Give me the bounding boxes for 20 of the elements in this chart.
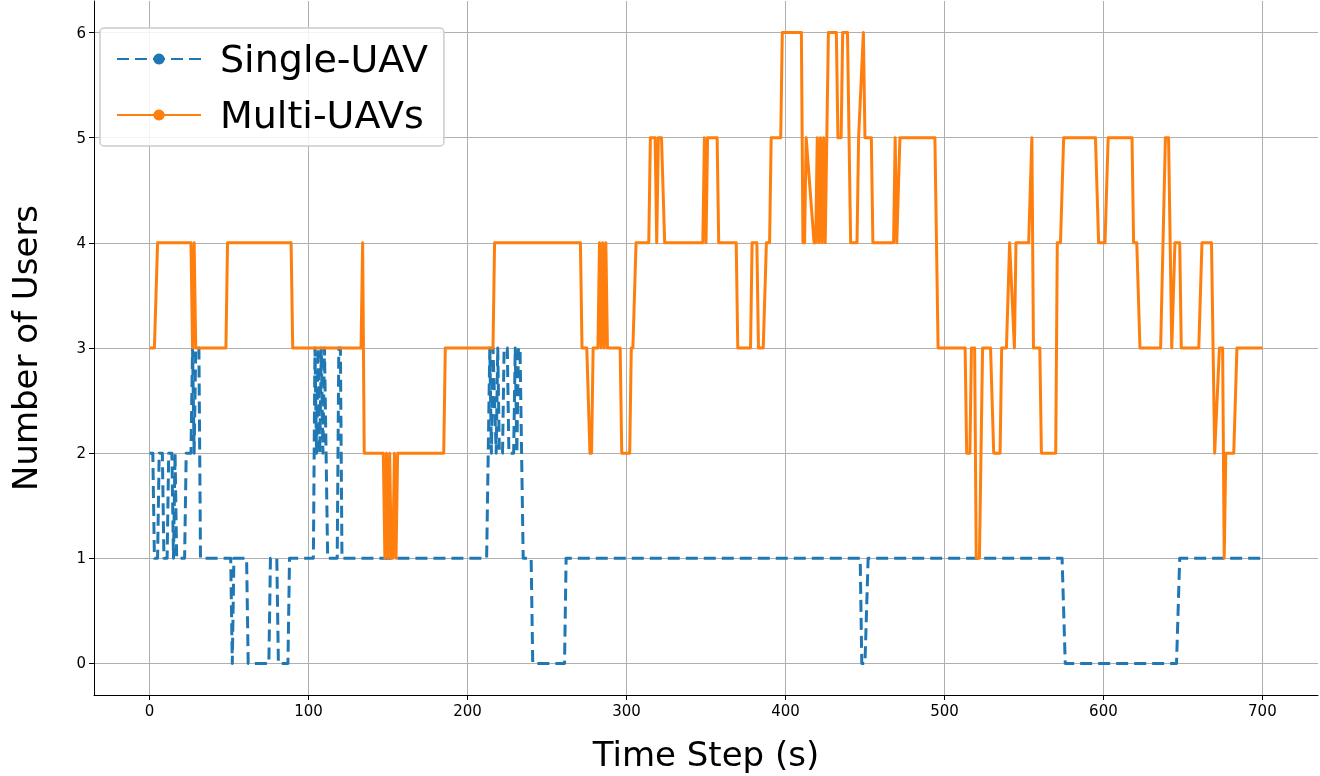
y-tick-label: 5 [76, 128, 86, 147]
x-tick-label: 0 [144, 701, 155, 720]
x-tick-label: 100 [294, 701, 323, 720]
legend-label: Multi-UAVs [220, 93, 424, 137]
x-tick-label: 700 [1248, 701, 1277, 720]
line-series [148, 31, 1264, 560]
y-tick-label: 1 [76, 549, 86, 568]
y-axis-title: Number of Users [5, 204, 45, 492]
x-tick-label: 500 [930, 701, 959, 720]
y-tick-label: 4 [76, 233, 86, 252]
x-tick-label: 400 [771, 701, 800, 720]
x-tick-label: 200 [453, 701, 482, 720]
legend-label: Single-UAV [220, 37, 428, 81]
x-tick-label: 600 [1089, 701, 1118, 720]
x-axis-title: Time Step (s) [591, 734, 820, 774]
x-tick-label: 300 [612, 701, 641, 720]
y-tick-label: 6 [76, 23, 86, 42]
y-tick-label: 2 [76, 444, 86, 463]
y-tick-label: 0 [76, 654, 86, 673]
y-tick-label: 3 [76, 339, 86, 357]
